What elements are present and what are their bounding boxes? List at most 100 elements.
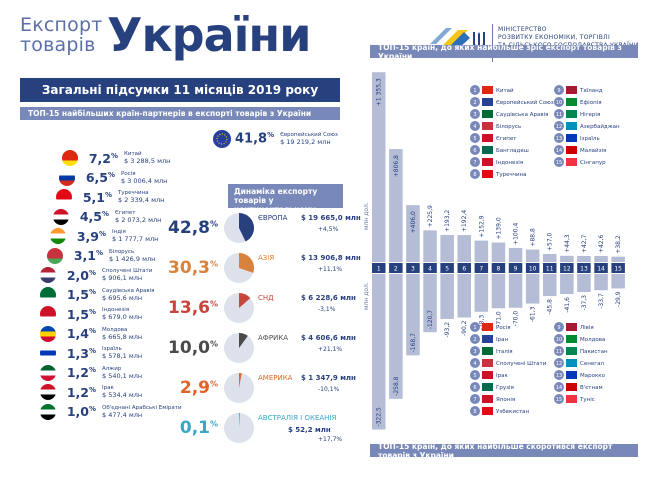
decline-bar (389, 274, 403, 399)
growth-bar (594, 256, 608, 262)
country-flag-icon (40, 364, 56, 381)
growth-legend-flag-icon (482, 170, 493, 178)
decline-legend-item: Молдова (580, 337, 605, 343)
growth-legend-flag-icon (482, 86, 493, 94)
country-info: Ізраїль $ 578,1 млн (102, 346, 143, 360)
region-row: 42,8% ЄВРОПА $ 19 665,0 млн +4,5% (168, 212, 361, 246)
decline-legend-num-label: 7 (473, 397, 476, 403)
decline-legend-flag-icon (566, 347, 577, 355)
region-name: ЄВРОПА (258, 214, 288, 222)
growth-legend-item: Малайзія (580, 147, 606, 154)
growth-legend-num-label: 8 (473, 172, 476, 178)
growth-bar (508, 247, 523, 262)
decline-bar-label: -78,3 (478, 315, 485, 331)
decline-bar-label: -70,0 (513, 311, 520, 327)
region-pct: 42,8% (168, 218, 218, 238)
country-info: Сполучені Штати $ 906,1 млн (102, 268, 153, 282)
decline-legend-item: Росія (496, 325, 511, 331)
country-row: 1,0% Об'єднані Арабські Емірати $ 477,4 мл… (40, 403, 182, 420)
decline-legend-item: Грузія (496, 385, 514, 391)
decline-legend-num (554, 334, 564, 344)
region-value: $ 1 347,9 млн (301, 374, 356, 382)
growth-legend-flag-icon (566, 98, 577, 106)
country-flag-icon (53, 208, 69, 225)
country-pct: 1,2% (66, 365, 96, 380)
country-row: 3,1% Білорусь $ 1 426,9 млн (47, 247, 155, 264)
category-tick-box (594, 263, 608, 273)
region-name: АВСТРАЛІЯ І ОКЕАНІЯ (258, 414, 337, 422)
decline-legend-num-label: 13 (556, 373, 562, 379)
decline-legend-num-label: 1 (473, 325, 476, 331)
country-pct: 4,5% (79, 209, 109, 224)
decline-bar-label: -61,3 (530, 306, 537, 322)
country-flag-icon (62, 150, 78, 166)
growth-legend-num-label: 13 (556, 136, 562, 142)
growth-legend-flag-icon (482, 146, 493, 154)
country-pct: 5,1% (82, 189, 112, 205)
decline-bar (594, 274, 608, 291)
growth-legend-num-label: 11 (556, 112, 562, 118)
category-tick-label: 8 (497, 266, 501, 273)
decline-legend-flag-icon (566, 359, 577, 367)
category-tick-label: 11 (546, 266, 554, 273)
decline-legend-num (470, 346, 480, 356)
growth-bar (440, 234, 454, 262)
growth-legend-item: Таїланд (579, 88, 603, 94)
region-row: 0,1% АВСТРАЛІЯ І ОКЕАНІЯ $ 52,2 млн +17,7% (168, 412, 343, 446)
growth-legend-num-label: 9 (557, 88, 560, 94)
growth-bar (491, 242, 506, 262)
region-name: АФРИКА (258, 334, 289, 342)
region-pie (224, 213, 255, 243)
decline-bar-label: -90,2 (461, 320, 468, 336)
region-change: -10,1% (318, 386, 340, 393)
decline-bar (525, 274, 540, 304)
region-row: 13,6% СНД $ 6 228,6 млн -3,1% (168, 292, 356, 326)
growth-legend-item: Китай (496, 87, 514, 94)
decline-bar-label: -93,2 (444, 322, 451, 338)
decline-legend-num (470, 382, 480, 392)
country-row: 1,3% Ізраїль $ 578,1 млн (40, 345, 142, 361)
country-flag-icon (59, 169, 75, 186)
decline-legend-flag-icon (482, 371, 493, 379)
country-info: Ірак $ 534,4 млн (102, 385, 143, 399)
decline-legend-flag-icon (566, 395, 577, 403)
region-name: АМЕРИКА (258, 374, 293, 382)
region-change: +21,1% (318, 346, 343, 353)
decline-legend-num-label: 9 (557, 325, 560, 331)
growth-bar-label: +406,0 (410, 211, 417, 233)
country-pct: 1,5% (66, 287, 96, 302)
decline-legend-flag-icon (482, 407, 493, 415)
region-pie (224, 373, 254, 403)
decline-legend-item: Ірак (496, 373, 508, 379)
growth-bar-label: +806,8 (393, 155, 400, 177)
decline-bar-label: -322,5 (376, 407, 383, 427)
growth-bar (525, 249, 540, 262)
decline-bar (372, 274, 386, 430)
country-row: 5,1% Туреччина $ 2 339,4 млн (56, 189, 164, 205)
region-row: 2,9% АМЕРИКА $ 1 347,9 млн -10,1% (168, 372, 356, 406)
category-tick-label: 13 (580, 266, 588, 273)
category-tick-box (372, 263, 386, 273)
left-section-title: ТОП-15 найбільших країн-партнерів в експ… (20, 107, 340, 120)
country-pct: 3,9% (76, 228, 106, 244)
growth-legend-num (470, 157, 480, 167)
growth-bar (560, 255, 574, 262)
growth-legend-num-label: 15 (556, 160, 562, 166)
decline-legend-item: Марокко (580, 373, 606, 379)
growth-legend-flag-icon (482, 158, 493, 166)
region-row: 30,3% АЗІЯ $ 13 906,8 млн +11,1% (168, 252, 361, 286)
category-tick-label: 12 (563, 266, 571, 273)
eu-info: Європейський Союз $ 19 219,2 млн (280, 132, 338, 146)
country-flag-icon (47, 247, 63, 264)
country-flag-icon (40, 325, 56, 342)
region-value: $ 6 228,6 млн (301, 294, 356, 302)
decline-legend-item: Японія (496, 397, 515, 403)
growth-bar-label: +42,7 (581, 234, 588, 253)
country-pct: 7,2% (88, 150, 118, 166)
country-info: Саудівська Аравія $ 695,6 млн (102, 287, 155, 302)
growth-legend-num (470, 169, 480, 179)
decline-legend-flag-icon (566, 383, 577, 391)
region-pie (224, 253, 255, 283)
country-row: 4,5% Єгипет $ 2 073,2 млн (53, 208, 161, 225)
decline-bar-label: -41,6 (564, 297, 571, 313)
